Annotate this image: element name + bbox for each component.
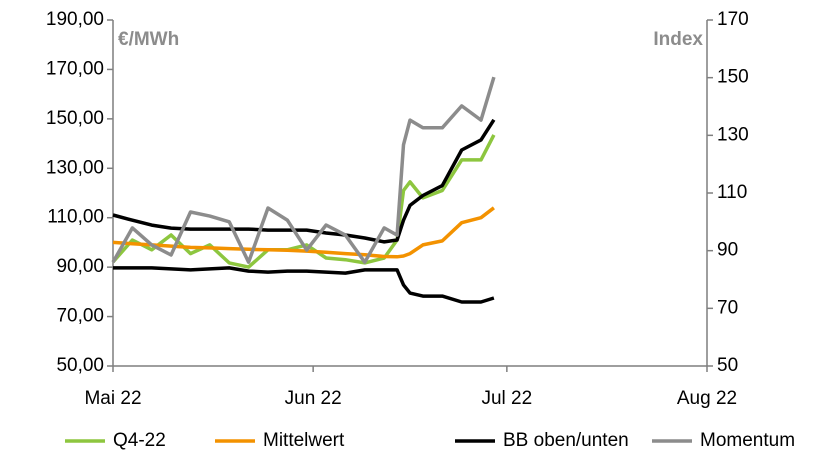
y-tick-label: 150,00 xyxy=(46,108,104,129)
y2-tick-label: 70 xyxy=(717,297,738,318)
y-tick-label: 170,00 xyxy=(46,58,104,79)
y2-tick-label: 110 xyxy=(717,182,747,203)
x-tick-label: Jun 22 xyxy=(285,388,342,409)
legend-label: Momentum xyxy=(700,430,795,451)
y-tick-label: 70,00 xyxy=(56,306,104,327)
series-line-lower xyxy=(113,266,495,304)
x-tick-label: Aug 22 xyxy=(677,388,737,409)
y2-tick-label: 170 xyxy=(717,9,749,30)
legend-label: Q4-22 xyxy=(113,430,166,451)
y2-tick-label: 90 xyxy=(717,240,738,261)
y-tick-label: 50,00 xyxy=(56,355,104,376)
series-line xyxy=(112,206,495,259)
x-tick-label: Jul 22 xyxy=(481,388,532,409)
y2-tick-label: 150 xyxy=(717,67,749,88)
legend-label: Mittelwert xyxy=(263,430,345,451)
x-tick-label: Mai 22 xyxy=(84,388,141,409)
y-tick-label: 90,00 xyxy=(56,256,104,277)
y-axis-label: €/MWh xyxy=(118,29,179,50)
y2-tick-label: 130 xyxy=(717,124,749,145)
series-line xyxy=(111,76,496,264)
legend-label: BB oben/unten xyxy=(503,430,629,451)
y2-axis-label: Index xyxy=(653,29,703,50)
series-line xyxy=(112,118,496,244)
y2-tick-label: 50 xyxy=(717,355,738,376)
y-tick-label: 110,00 xyxy=(47,207,104,228)
y-tick-label: 190,00 xyxy=(46,9,104,30)
y-tick-label: 130,00 xyxy=(46,157,104,178)
